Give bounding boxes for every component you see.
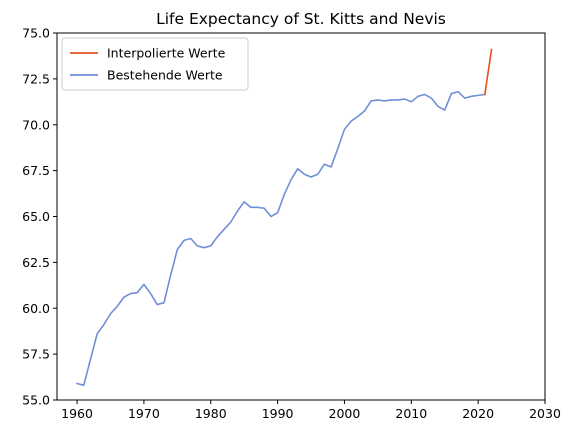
y-tick-label: 55.0 [22,393,50,408]
x-tick-label: 2000 [329,406,361,421]
y-tick-label: 75.0 [22,26,50,41]
x-tick-label: 1970 [128,406,160,421]
legend-box [61,37,249,91]
chart-title: Life Expectancy of St. Kitts and Nevis [156,10,446,28]
y-tick-label: 70.0 [22,117,50,132]
x-tick-label: 2030 [529,406,561,421]
x-tick-label: 2010 [395,406,427,421]
legend-label: Bestehende Werte [107,68,223,83]
series-line-interpolierte-werte [483,48,493,96]
y-tick-label: 60.0 [22,301,50,316]
y-tick-label: 57.5 [22,347,50,362]
x-axis: 1960 1970 1980 1990 2000 2010 2020 2030 [61,400,561,421]
x-tick-label: 1990 [262,406,294,421]
y-tick-label: 72.5 [22,71,50,86]
series-line-bestehende-werte [76,90,486,387]
y-tick-label: 65.0 [22,209,50,224]
y-tick-label: 62.5 [22,255,50,270]
legend-label: Interpolierte Werte [107,46,226,61]
legend: Interpolierte Werte Bestehende Werte [61,37,249,91]
y-tick-label: 67.5 [22,163,50,178]
x-tick-label: 1980 [195,406,227,421]
y-axis: 55.0 57.5 60.0 62.5 65.0 67.5 70.0 72.5 75.0 [22,26,57,408]
x-tick-label: 1960 [61,406,93,421]
plot-lines [76,48,493,387]
x-tick-label: 2020 [462,406,494,421]
